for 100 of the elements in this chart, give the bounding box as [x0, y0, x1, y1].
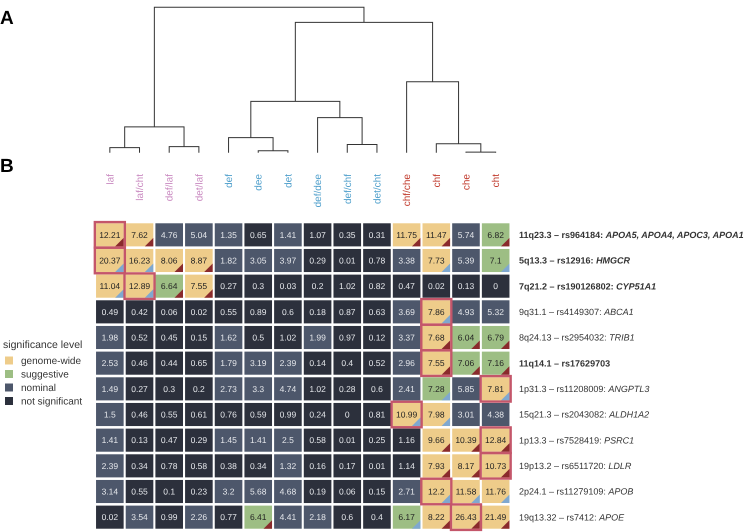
- x-tick-label: det/cht: [372, 174, 384, 204]
- data-label: 0.02: [190, 306, 208, 317]
- data-label: 4.93: [458, 306, 475, 317]
- data-label: 3.54: [131, 512, 148, 522]
- data-label: 3.19: [250, 358, 267, 368]
- data-label: 0.01: [338, 255, 356, 266]
- legend-label: nominal: [21, 383, 56, 394]
- data-label: 0.13: [458, 281, 475, 292]
- data-label: 1.16: [398, 435, 416, 446]
- y-tick-label: 9q31.1 – rs4149307: ABCA1: [519, 306, 634, 317]
- data-label: 7.06: [458, 358, 475, 368]
- data-label: 3.01: [458, 409, 475, 420]
- data-label: 1.02: [309, 384, 326, 394]
- data-label: 0.2: [192, 384, 206, 394]
- data-label: 4.74: [280, 384, 296, 394]
- data-label: 0.15: [368, 486, 386, 496]
- data-label: 2.39: [102, 460, 118, 471]
- data-label: 26.43: [455, 512, 477, 522]
- data-label: 0.97: [338, 332, 356, 342]
- data-label: 1.5: [104, 409, 116, 420]
- y-tick-label: 11q23.3 – rs964184: APOA5, APOA4, APOC3, APOA1: [519, 230, 744, 240]
- data-label: 1.62: [220, 332, 238, 342]
- y-tick-label: 5q13.3 – rs12916: HMGCR: [519, 256, 631, 266]
- data-label: 7.73: [428, 255, 445, 266]
- x-tick-label: def/dee: [313, 174, 324, 208]
- data-label: 0.47: [160, 435, 178, 446]
- data-label: 0.17: [338, 460, 356, 471]
- data-label: 6.79: [487, 332, 504, 342]
- data-label: 4.38: [487, 409, 504, 420]
- y-tick-label: 15q21.3 – rs2043082: ALDH1A2: [519, 410, 650, 420]
- data-label: 21.49: [485, 512, 507, 522]
- data-label: 20.37: [99, 255, 121, 266]
- data-label: 0.1: [163, 486, 176, 496]
- data-label: 0.77: [220, 512, 238, 522]
- data-label: 0.81: [368, 409, 386, 420]
- legend-title: significance level: [3, 339, 82, 351]
- data-label: 7.81: [487, 384, 504, 394]
- data-label: 7.16: [487, 358, 504, 368]
- data-label: 7.1: [490, 255, 502, 266]
- data-label: 8.06: [160, 255, 178, 266]
- data-label: 0.01: [338, 435, 356, 446]
- data-label: 3.3: [252, 384, 264, 394]
- data-label: 0.6: [282, 306, 294, 317]
- y-tick-label: 19q13.32 – rs7412: APOE: [519, 512, 626, 522]
- data-label: 0.82: [368, 281, 386, 292]
- data-label: 1.49: [102, 384, 118, 394]
- data-label: 9.66: [428, 435, 445, 446]
- data-label: 10.73: [485, 460, 507, 471]
- x-tick-label: laf: [105, 174, 116, 185]
- data-label: 4.68: [280, 486, 296, 496]
- data-label: 5.32: [487, 306, 504, 317]
- x-tick-label: chf: [432, 174, 443, 188]
- data-label: 1.98: [102, 332, 118, 342]
- data-label: 0: [493, 281, 498, 292]
- data-label: 0.65: [250, 230, 267, 240]
- x-tick-label: laf/cht: [135, 174, 146, 201]
- data-label: 0.15: [190, 332, 208, 342]
- data-label: 0.29: [309, 255, 326, 266]
- data-label: 0.03: [280, 281, 296, 292]
- data-label: 0.89: [250, 306, 267, 317]
- x-tick-label: det: [283, 174, 294, 188]
- data-label: 0.58: [309, 435, 326, 446]
- data-label: 4.76: [160, 230, 178, 240]
- data-label: 3.05: [250, 255, 267, 266]
- data-label: 7.86: [428, 306, 445, 317]
- data-label: 1.35: [220, 230, 238, 240]
- data-label: 7.93: [428, 460, 445, 471]
- data-label: 1.99: [309, 332, 326, 342]
- data-label: 8.87: [190, 255, 208, 266]
- legend-label: not significant: [21, 396, 82, 408]
- x-tick-label: cht: [491, 174, 502, 188]
- data-label: 0.52: [368, 358, 386, 368]
- data-label: 2.53: [102, 358, 118, 368]
- data-label: 0.76: [220, 409, 238, 420]
- data-label: 0.06: [338, 486, 356, 496]
- data-label: 0.55: [131, 486, 148, 496]
- x-tick-label: chf/che: [402, 174, 414, 206]
- x-tick-label: che: [461, 174, 472, 190]
- data-label: 12.2: [428, 486, 445, 496]
- data-label: 2.39: [280, 358, 296, 368]
- data-label: 7.68: [428, 332, 445, 342]
- data-label: 6.64: [160, 281, 178, 292]
- data-label: 0.4: [371, 512, 384, 522]
- data-label: 2.26: [190, 512, 208, 522]
- data-label: 1.02: [338, 281, 356, 292]
- y-tick-label: 8q24.13 – rs2954032: TRIB1: [519, 332, 635, 343]
- y-tick-label: 1p31.3 – rs11208009: ANGPTL3: [519, 384, 650, 394]
- data-label: 0.27: [131, 384, 148, 394]
- data-label: 0.3: [252, 281, 264, 292]
- data-label: 0.55: [220, 306, 238, 317]
- data-label: 0.49: [102, 306, 118, 317]
- data-label: 11.76: [485, 486, 506, 496]
- data-label: 0.16: [309, 460, 326, 471]
- data-label: 0.47: [398, 281, 416, 292]
- data-label: 2.41: [398, 384, 416, 394]
- data-label: 7.28: [428, 384, 445, 394]
- data-label: 0.78: [160, 460, 178, 471]
- data-label: 6.17: [398, 512, 416, 522]
- data-label: 7.62: [131, 230, 148, 240]
- data-label: 0.63: [368, 306, 386, 317]
